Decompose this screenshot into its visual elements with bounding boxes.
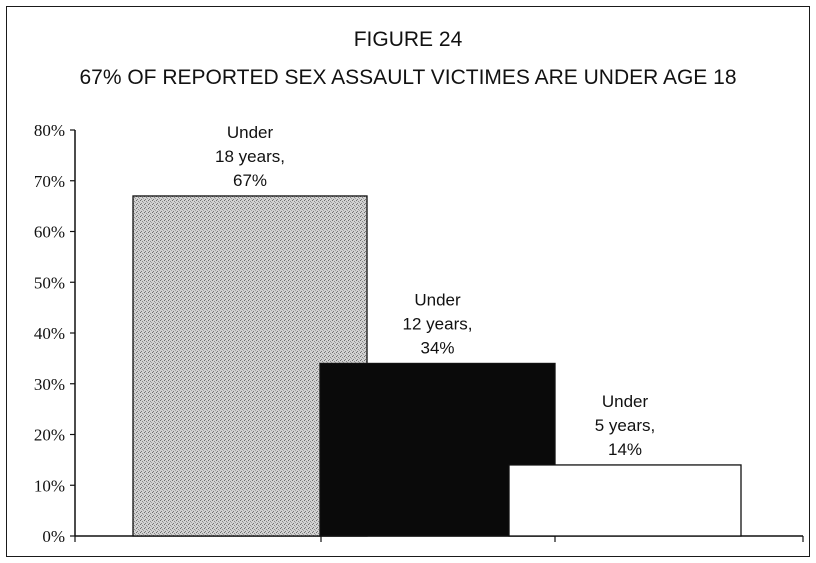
data-label: 5 years,: [595, 416, 655, 435]
data-label: 67%: [233, 171, 267, 190]
y-tick-label: 30%: [34, 375, 65, 394]
y-tick-label: 50%: [34, 273, 65, 292]
data-label: Under: [414, 290, 461, 309]
y-tick-label: 60%: [34, 223, 65, 242]
data-label: 14%: [608, 440, 642, 459]
chart-subtitle: 67% OF REPORTED SEX ASSAULT VICTIMES ARE…: [79, 66, 737, 89]
y-tick-label: 70%: [34, 172, 65, 191]
data-label: 34%: [420, 338, 454, 357]
y-tick-label: 10%: [34, 476, 65, 495]
data-label: Under: [227, 123, 274, 142]
data-label: Under: [602, 392, 649, 411]
bar: [508, 464, 742, 537]
y-tick-label: 20%: [34, 426, 65, 445]
chart-title: FIGURE 24: [353, 28, 463, 51]
y-tick-label: 0%: [42, 527, 65, 546]
y-tick-label: 40%: [34, 324, 65, 343]
data-label: 18 years,: [215, 147, 285, 166]
y-tick-label: 80%: [34, 121, 65, 140]
data-label: 12 years,: [403, 314, 473, 333]
